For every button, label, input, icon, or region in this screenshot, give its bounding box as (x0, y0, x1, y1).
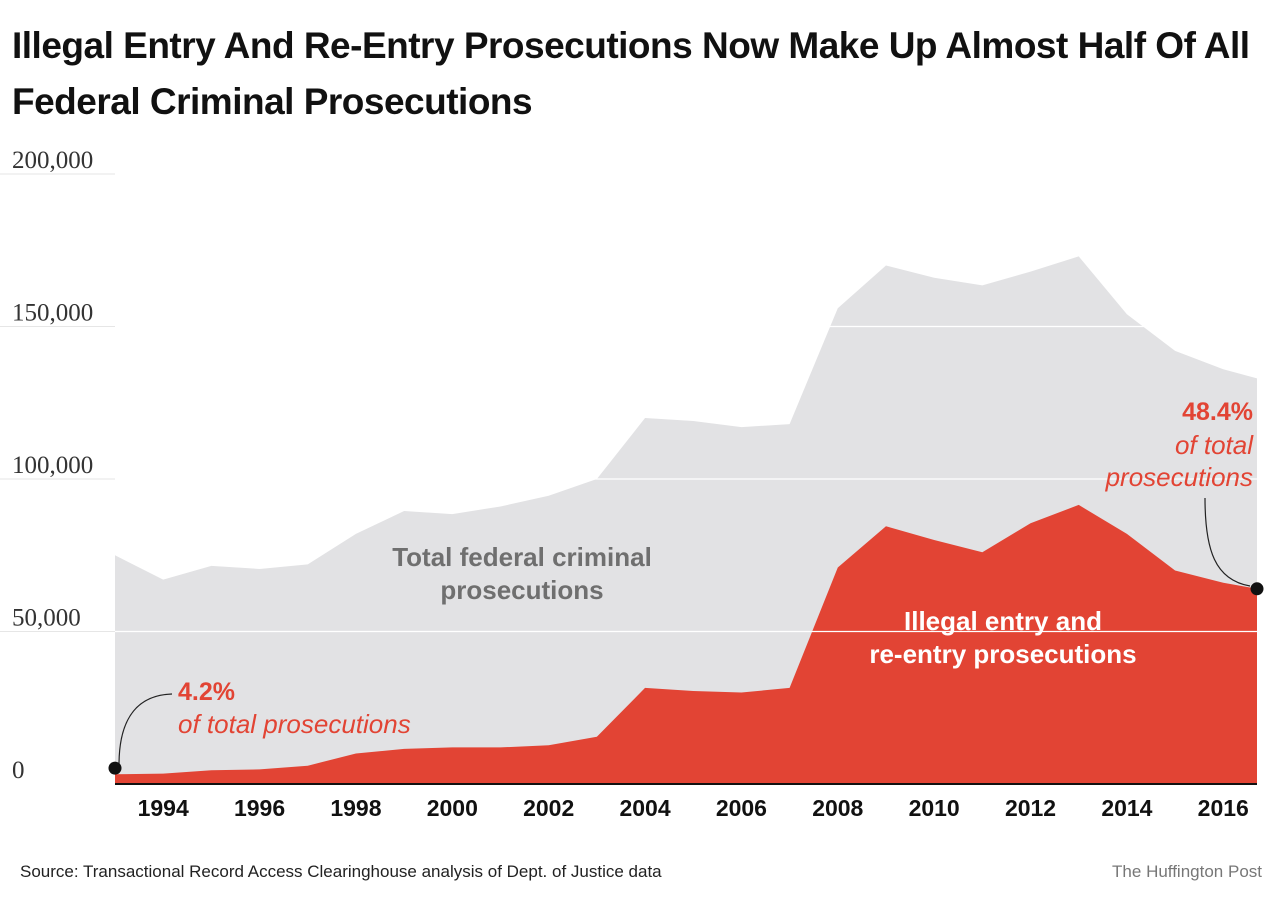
x-tick-label: 2012 (1005, 795, 1056, 821)
annotation-start-caption: of total prosecutions (178, 709, 411, 739)
area-chart: 0 50,000 100,000 150,000 200,000 1994 1996 1998… (0, 147, 1264, 821)
y-tick-label: 150,000 (12, 300, 93, 327)
x-tick-label: 2006 (716, 795, 767, 821)
source-note: Source: Transactional Record Access Clea… (20, 862, 662, 881)
x-tick-label: 2002 (523, 795, 574, 821)
x-tick-label: 2000 (427, 795, 478, 821)
x-tick-label: 2004 (619, 795, 670, 821)
chart-title: Illegal Entry And Re-Entry Prosecutions … (12, 25, 1250, 122)
annotation-start-percent: 4.2% (178, 678, 235, 706)
y-tick-label: 50,000 (12, 605, 81, 632)
annotation-start-point (108, 761, 122, 775)
x-tick-label: 1996 (234, 795, 285, 821)
total-area-label-line1: Total federal criminal (392, 542, 652, 572)
x-tick-label: 2014 (1101, 795, 1152, 821)
annotation-end-caption-line2: prosecutions (1105, 462, 1253, 492)
y-tick-label: 200,000 (12, 147, 93, 174)
publisher-credit: The Huffington Post (1112, 862, 1262, 881)
annotation-end-leader (1204, 497, 1251, 587)
annotation-end-caption-line1: of total (1175, 430, 1254, 460)
total-area-label-line2: prosecutions (440, 575, 603, 605)
illegal-area-label-line2: re-entry prosecutions (869, 639, 1136, 669)
annotation-start-leader (118, 693, 173, 766)
y-tick-label: 100,000 (12, 452, 93, 479)
x-tick-label: 2016 (1198, 795, 1249, 821)
annotation-end-point (1250, 582, 1264, 596)
y-tick-label: 0 (12, 757, 25, 784)
x-tick-label: 1998 (330, 795, 381, 821)
x-tick-label: 2010 (909, 795, 960, 821)
x-tick-label: 2008 (812, 795, 863, 821)
x-tick-label: 1994 (138, 795, 189, 821)
illegal-area-label-line1: Illegal entry and (904, 606, 1102, 636)
annotation-end-percent: 48.4% (1182, 398, 1253, 426)
illegal-entry-area (115, 504, 1257, 784)
